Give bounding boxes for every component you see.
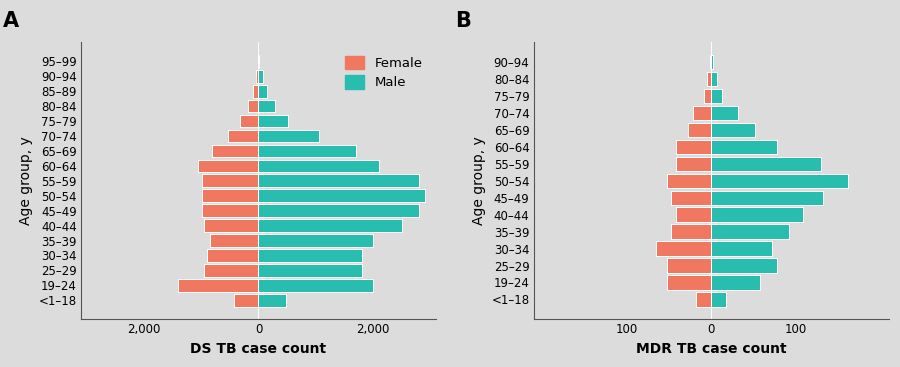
Bar — [711, 72, 717, 86]
Bar — [705, 89, 711, 103]
Bar — [667, 275, 711, 290]
Bar — [234, 294, 258, 306]
Bar — [240, 115, 258, 127]
Bar — [711, 258, 778, 273]
Bar — [258, 234, 373, 247]
Bar — [711, 241, 772, 256]
Bar — [258, 85, 267, 98]
Bar — [178, 279, 258, 292]
Bar — [711, 106, 738, 120]
Text: A: A — [3, 11, 19, 31]
X-axis label: MDR TB case count: MDR TB case count — [636, 342, 787, 356]
Y-axis label: Age group, y: Age group, y — [19, 137, 33, 225]
Bar — [258, 264, 362, 277]
Bar — [670, 190, 711, 205]
Bar — [711, 292, 726, 306]
Bar — [711, 275, 760, 290]
Bar — [711, 174, 849, 188]
Bar — [711, 224, 789, 239]
Bar — [258, 204, 418, 217]
Bar — [258, 279, 373, 292]
Bar — [696, 292, 711, 306]
Bar — [656, 241, 711, 256]
Bar — [258, 219, 401, 232]
Bar — [676, 207, 711, 222]
Bar — [258, 145, 356, 157]
Bar — [258, 294, 286, 306]
Bar — [258, 130, 319, 142]
Bar — [676, 140, 711, 154]
Bar — [711, 190, 823, 205]
Bar — [711, 123, 755, 137]
Bar — [210, 234, 258, 247]
Bar — [204, 219, 258, 232]
Bar — [258, 115, 288, 127]
Bar — [258, 160, 379, 172]
Bar — [258, 189, 425, 202]
X-axis label: DS TB case count: DS TB case count — [191, 342, 327, 356]
Bar — [258, 100, 274, 112]
Bar — [676, 157, 711, 171]
Bar — [693, 106, 711, 120]
Bar — [228, 130, 258, 142]
Y-axis label: Age group, y: Age group, y — [472, 137, 486, 225]
Bar — [202, 189, 258, 202]
Text: B: B — [455, 11, 472, 31]
Bar — [202, 204, 258, 217]
Bar — [248, 100, 258, 112]
Bar — [711, 157, 821, 171]
Bar — [711, 207, 803, 222]
Bar — [258, 70, 263, 83]
Bar — [667, 258, 711, 273]
Bar — [711, 89, 723, 103]
Bar — [212, 145, 258, 157]
Bar — [202, 174, 258, 187]
Bar — [709, 55, 711, 69]
Bar — [253, 85, 258, 98]
Bar — [670, 224, 711, 239]
Bar — [207, 249, 258, 262]
Bar — [258, 249, 362, 262]
Bar — [707, 72, 711, 86]
Bar — [198, 160, 258, 172]
Bar — [258, 174, 418, 187]
Bar — [711, 55, 713, 69]
Bar — [667, 174, 711, 188]
Bar — [256, 70, 258, 83]
Bar — [204, 264, 258, 277]
Bar — [711, 140, 778, 154]
Legend: Female, Male: Female, Male — [338, 49, 429, 96]
Bar — [688, 123, 711, 137]
